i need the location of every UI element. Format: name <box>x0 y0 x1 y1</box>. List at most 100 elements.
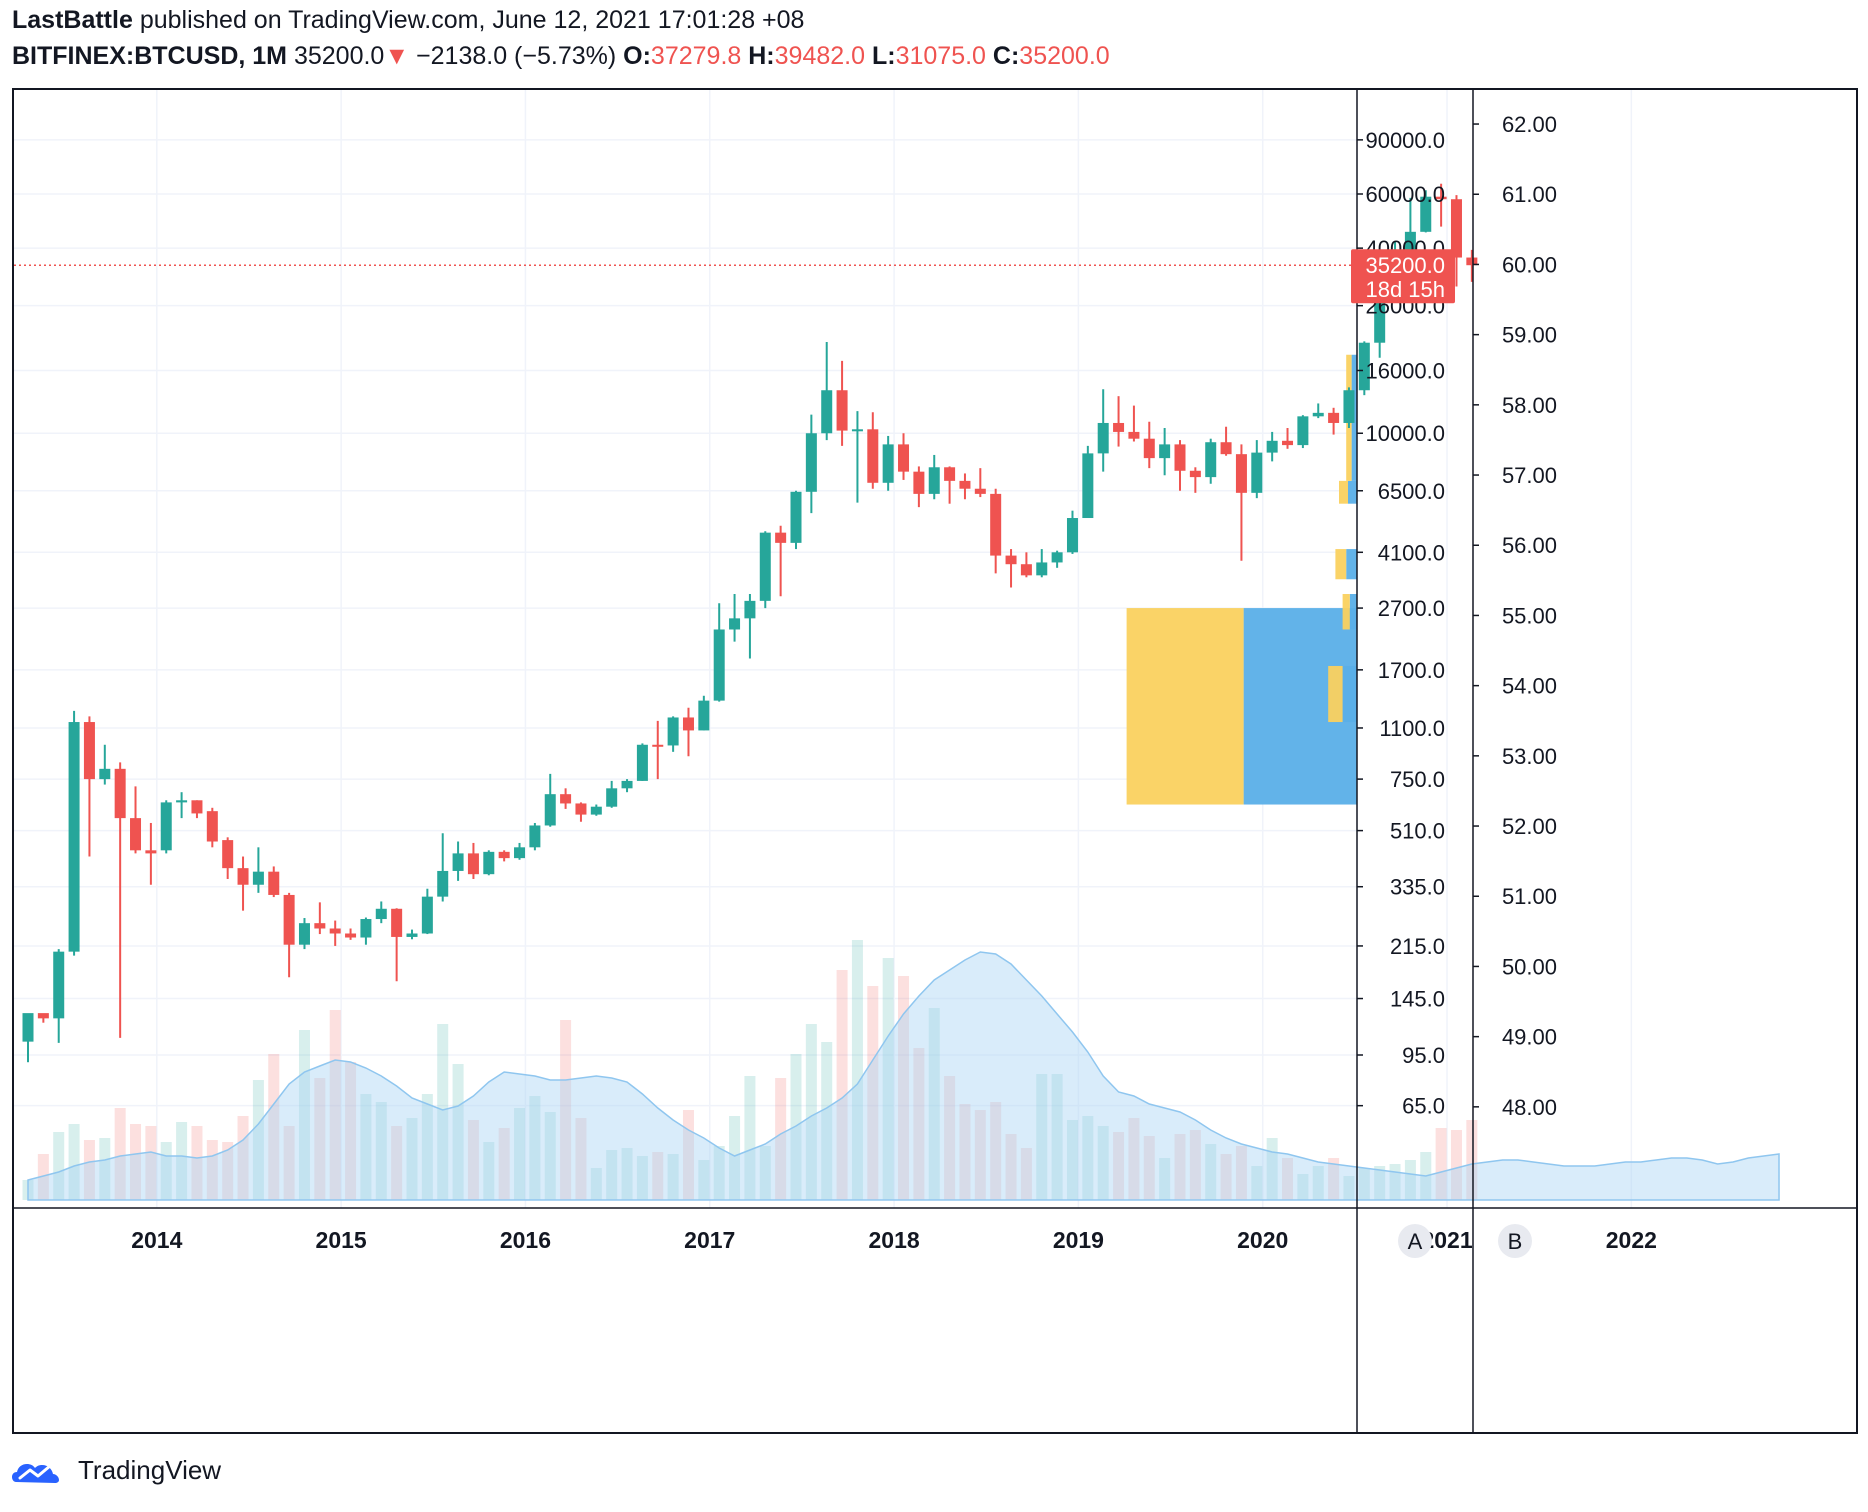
volume-bar <box>421 1094 433 1200</box>
volume-bar <box>83 1140 95 1200</box>
volume-bar <box>575 1118 587 1200</box>
brand-name[interactable]: TradingView <box>78 1455 222 1485</box>
price-tick-label: 4100.0 <box>1378 540 1445 565</box>
volume-bar <box>1466 1120 1478 1200</box>
volume-bar <box>621 1148 633 1200</box>
candle-body <box>1374 291 1386 343</box>
tradingview-logo-icon <box>12 1463 59 1483</box>
profile-buy-bar <box>1328 665 1343 723</box>
price-tick-label: 95.0 <box>1402 1043 1445 1068</box>
volume-bar <box>1205 1144 1217 1200</box>
candle-body <box>959 480 971 489</box>
last-price: 35200.0 <box>293 42 385 70</box>
candle-body <box>790 491 802 543</box>
b-scale-button[interactable]: B <box>1498 1224 1532 1258</box>
volume-bar <box>529 1096 541 1200</box>
volume-bar <box>314 1078 326 1200</box>
candle-body <box>83 722 95 780</box>
candle-body <box>805 433 817 492</box>
publish-line: LastBattle published on TradingView.com,… <box>12 6 804 35</box>
auto-scale-button[interactable]: A <box>1398 1224 1432 1258</box>
candle-body <box>1328 412 1340 423</box>
candle-body <box>729 618 741 630</box>
volume-bar <box>252 1080 264 1200</box>
candle-body <box>1358 342 1370 391</box>
price-tick-label: 1100.0 <box>1379 716 1445 741</box>
secondary-tick-label: 51.00 <box>1502 884 1557 909</box>
candle-body <box>867 429 879 483</box>
volume-bar <box>1235 1146 1247 1200</box>
volume-bar <box>1404 1160 1416 1200</box>
volume-bar <box>1358 1168 1370 1200</box>
symbol-label[interactable]: BITFINEX:BTCUSD, 1M <box>12 42 287 70</box>
volume-bar <box>498 1128 510 1200</box>
price-tick-label: 90000.0 <box>1365 128 1445 153</box>
candle-body <box>68 722 80 952</box>
candle-body <box>191 800 203 814</box>
chart-frame[interactable]: 140000.090000.060000.040000.026000.01600… <box>12 88 1858 1434</box>
candle-body <box>713 629 725 701</box>
volume-bar <box>391 1126 403 1200</box>
volume-bar <box>759 1146 771 1200</box>
footer: TradingView <box>12 1455 221 1486</box>
low-label: L: <box>871 42 896 70</box>
candle-body <box>176 800 188 803</box>
volume-bar <box>130 1124 142 1200</box>
candle-body <box>1097 422 1109 454</box>
volume-bar <box>467 1120 479 1200</box>
candle-body <box>421 896 433 934</box>
candle-body <box>1082 453 1094 519</box>
volume-bar <box>1143 1136 1155 1200</box>
close-value: 35200.0 <box>1019 42 1110 70</box>
candle-body <box>1235 454 1247 493</box>
volume-bar <box>636 1156 648 1200</box>
secondary-tick-label: 49.00 <box>1502 1025 1557 1050</box>
author-name[interactable]: LastBattle <box>12 6 133 34</box>
volume-bar <box>821 1042 833 1200</box>
volume-bar <box>959 1104 971 1200</box>
auto-scale-button-bg <box>1398 1224 1432 1258</box>
price-tag-price: 35200.0 <box>1365 253 1445 278</box>
time-tick-label: 2022 <box>1606 1227 1657 1253</box>
price-tick-label: 16000.0 <box>1365 358 1445 383</box>
secondary-tick-label: 62.00 <box>1502 112 1557 137</box>
b-scale-button-label: B <box>1508 1229 1523 1254</box>
price-tag-box <box>1351 249 1455 304</box>
volume-bar <box>1005 1134 1017 1200</box>
time-tick-label: 2018 <box>868 1227 919 1253</box>
volume-bar <box>729 1116 741 1200</box>
candle-body <box>1205 442 1217 478</box>
volume-bar <box>268 1054 280 1200</box>
volume-bar <box>713 1146 725 1200</box>
secondary-tick-label: 60.00 <box>1502 252 1557 277</box>
high-label: H: <box>748 42 775 70</box>
candle-body <box>1066 518 1078 553</box>
candle-body <box>652 744 664 747</box>
time-tick-label: 2020 <box>1237 1227 1288 1253</box>
candle-body <box>268 871 280 895</box>
volume-bar <box>68 1124 80 1200</box>
candle-body <box>1297 416 1309 446</box>
low-value: 31075.0 <box>895 42 986 70</box>
candle-body <box>851 429 863 432</box>
volume-bar <box>375 1102 387 1200</box>
candle-body <box>1143 438 1155 459</box>
volume-bar <box>1051 1074 1063 1200</box>
volume-bar <box>1020 1148 1032 1200</box>
volume-bar <box>514 1108 526 1200</box>
close-label: C: <box>992 42 1020 70</box>
volume-bar <box>652 1152 664 1200</box>
volume-bar <box>667 1154 679 1200</box>
secondary-tick-label: 54.00 <box>1502 674 1557 699</box>
volume-bar <box>928 1008 940 1200</box>
candle-body <box>560 794 572 804</box>
price-chart[interactable]: 140000.090000.060000.040000.026000.01600… <box>14 90 1856 1432</box>
secondary-tick-label: 57.00 <box>1502 463 1557 488</box>
auto-scale-button-label: A <box>1408 1229 1423 1254</box>
volume-bar <box>944 1076 956 1200</box>
candle-body <box>99 768 111 780</box>
secondary-axis: 62.00 61.00 60.00 59.00 58.00 57.00 56.00 55.00… <box>1473 112 1557 1120</box>
candle-body <box>698 700 710 731</box>
candle-body <box>206 811 218 842</box>
volume-bar <box>1220 1154 1232 1200</box>
